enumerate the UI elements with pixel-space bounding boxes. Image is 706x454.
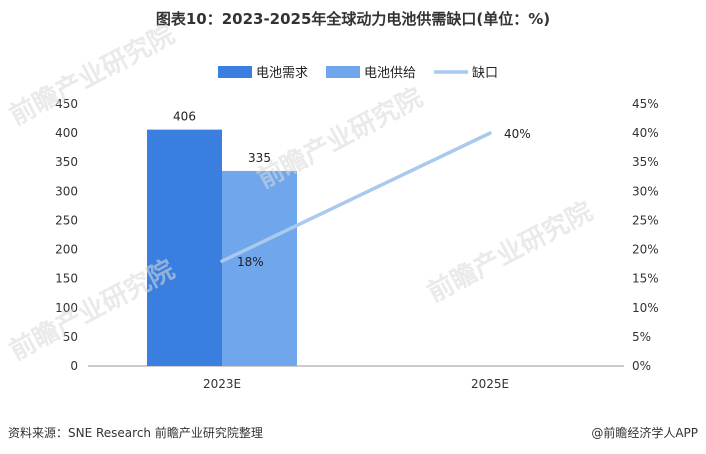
y-left-tick-label: 350 (55, 155, 78, 169)
y-right-tick-label: 5% (632, 330, 651, 344)
bar-value-label: 406 (173, 110, 196, 124)
y-left-tick-label: 100 (55, 301, 78, 315)
legend-supply-swatch (326, 66, 360, 78)
chart-title: 图表10：2023-2025年全球动力电池供需缺口(单位：%) (155, 10, 551, 28)
x-tick-label: 2023E (203, 377, 241, 391)
legend-supply-label: 电池供给 (364, 66, 416, 81)
legend-demand-swatch (218, 66, 252, 78)
y-left-tick-label: 0 (70, 359, 78, 373)
bar-demand (147, 129, 222, 366)
y-right-tick-label: 40% (632, 126, 659, 140)
y-left-tick-label: 400 (55, 126, 78, 140)
legend-demand-label: 电池需求 (256, 66, 308, 81)
bar-supply (222, 170, 297, 366)
x-tick-label: 2025E (471, 377, 509, 391)
y-right-tick-label: 45% (632, 97, 659, 111)
y-right-tick-label: 30% (632, 184, 659, 198)
y-right-tick-label: 20% (632, 243, 659, 257)
brand-note: @前瞻经济学人APP (591, 426, 698, 440)
y-right-tick-label: 0% (632, 359, 651, 373)
bar-value-label: 335 (248, 151, 271, 165)
y-left-tick-label: 50 (63, 330, 78, 344)
source-note: 资料来源：SNE Research 前瞻产业研究院整理 (8, 426, 263, 440)
gap-line (220, 131, 492, 263)
y-left-tick-label: 450 (55, 97, 78, 111)
y-right-tick-label: 35% (632, 155, 659, 169)
y-right-tick-label: 10% (632, 301, 659, 315)
y-right-tick-label: 25% (632, 213, 659, 227)
y-right-tick-label: 15% (632, 272, 659, 286)
y-left-tick-label: 150 (55, 272, 78, 286)
legend-gap-label: 缺口 (472, 66, 498, 81)
gap-value-label: 40% (504, 127, 531, 141)
y-left-tick-label: 250 (55, 213, 78, 227)
gap-value-label: 18% (237, 255, 264, 269)
y-left-tick-label: 300 (55, 184, 78, 198)
y-left-tick-label: 200 (55, 243, 78, 257)
